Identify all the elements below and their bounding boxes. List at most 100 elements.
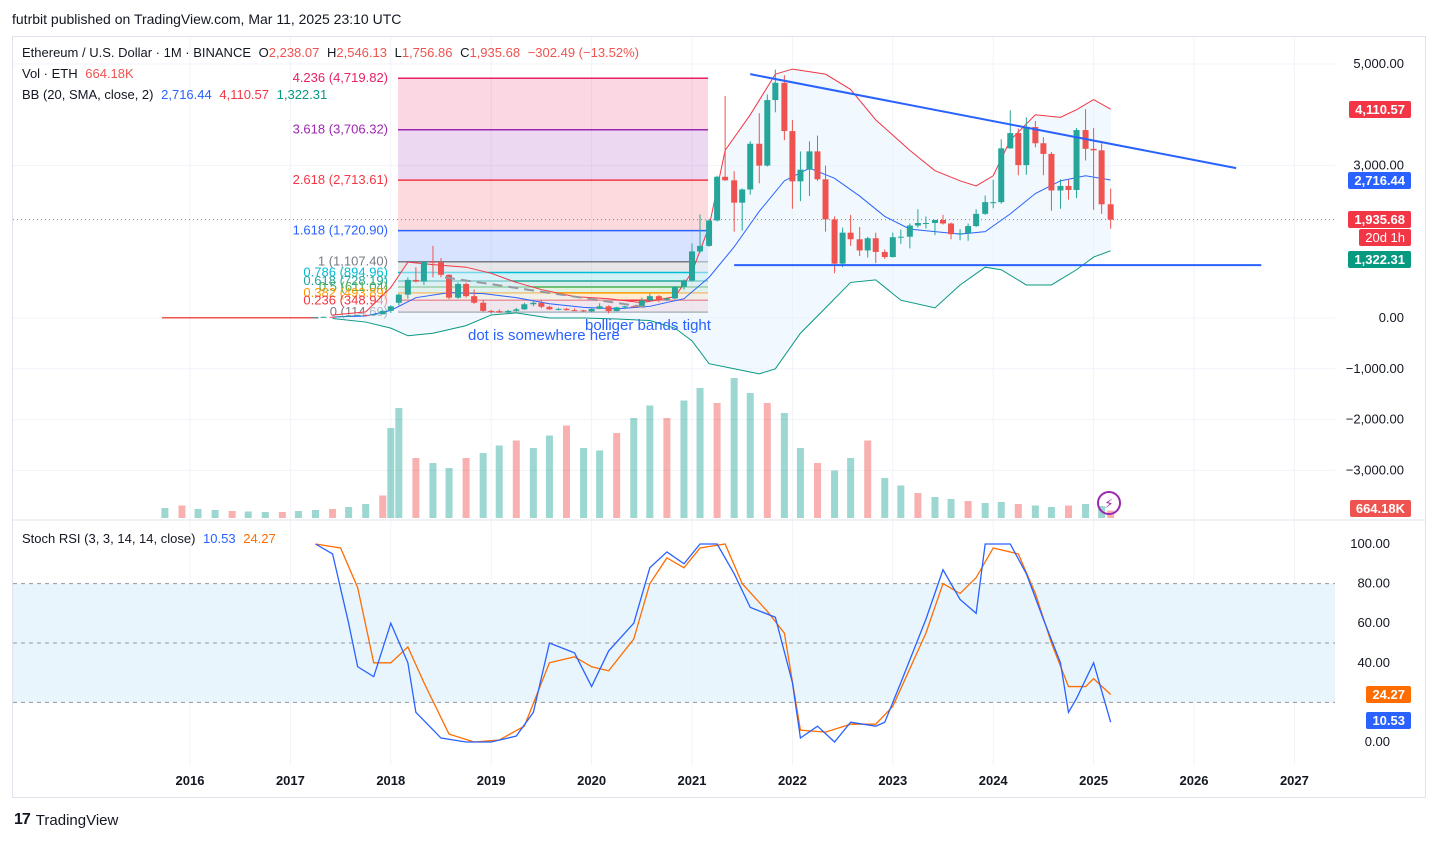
candle-body [789, 131, 796, 182]
volume-bar [596, 450, 604, 518]
candle-body [312, 317, 319, 319]
candle-body [513, 309, 520, 311]
candle-body [671, 286, 678, 299]
price-tick-label: −2,000.00 [1346, 412, 1404, 427]
fib-level-label: 3.618 (3,706.32) [293, 122, 388, 137]
candle-body [420, 261, 427, 282]
stoch-tick-label: 40.00 [1357, 655, 1390, 670]
stoch-tick-label: 80.00 [1357, 576, 1390, 591]
volume-bar [161, 508, 169, 518]
footer-brand[interactable]: 17 TradingView [14, 811, 118, 829]
volume-bar [897, 485, 905, 518]
countdown-badge: 20d 1h [1359, 229, 1411, 246]
change-value: −302.49 (−13.52%) [527, 45, 640, 60]
stoch-band-fill [13, 583, 1335, 703]
fib-level-label: 0.5 (611.04) [319, 279, 388, 294]
low-label: L [394, 45, 402, 60]
volume-bar [746, 393, 754, 518]
candle-body [1057, 185, 1064, 191]
candle-body [831, 219, 838, 264]
candle-body [856, 239, 863, 251]
volume-bar [580, 448, 588, 518]
price-tick-label: −1,000.00 [1346, 361, 1404, 376]
volume-bar [445, 468, 453, 518]
bb-label[interactable]: BB (20, SMA, close, 2) [22, 87, 154, 102]
candle-body [706, 220, 713, 246]
fib-level-label: 2.618 (2,713.61) [293, 172, 388, 187]
high-value: 2,546.13 [336, 45, 387, 60]
volume-bar [495, 445, 503, 518]
candle-body [521, 304, 528, 310]
candle-body [387, 306, 394, 311]
volume-bar [696, 388, 704, 518]
bb-band-fill [332, 69, 1111, 374]
candle-body [613, 307, 620, 312]
time-tick-label: 2024 [979, 773, 1009, 788]
bands-annotation: bolliger bands tight [585, 317, 712, 334]
bb-lower-badge: 1,322.31 [1348, 251, 1411, 268]
volume-bar [931, 497, 939, 518]
lightning-glyph: ⚡ [1104, 496, 1113, 511]
volume-bar [847, 458, 855, 518]
bb-legend: BB (20, SMA, close, 2) 2,716.44 4,110.57… [22, 87, 331, 102]
volume-bar [981, 503, 989, 518]
candle-body [864, 238, 871, 251]
volume-bar [1031, 505, 1039, 518]
trendline [750, 73, 1237, 170]
candle-body [914, 223, 921, 226]
candle-body [404, 279, 411, 295]
volume-bar [680, 400, 688, 518]
volume-bar [1065, 505, 1072, 518]
candle-body [806, 151, 813, 170]
candle-body [1032, 126, 1039, 144]
volume-bar [479, 453, 487, 518]
volume-bar [529, 448, 537, 518]
candle-body [931, 219, 938, 224]
stoch-label[interactable]: Stoch RSI (3, 3, 14, 14, close) [22, 531, 196, 546]
candle-body [839, 232, 846, 264]
candle-body [889, 237, 896, 258]
fib-level-label: 0.236 (348.94) [303, 292, 388, 307]
volume-bar [663, 418, 671, 518]
candle-body [772, 82, 779, 101]
candle-body [1015, 133, 1022, 166]
candle-body [714, 176, 721, 221]
candle-body [463, 283, 470, 297]
stoch-d-badge: 24.27 [1366, 686, 1411, 703]
volume-bar [395, 408, 403, 518]
volume-label[interactable]: Vol · ETH [22, 66, 78, 81]
volume-bar [379, 495, 387, 518]
candle-body [395, 294, 402, 303]
volume-bar [387, 428, 395, 518]
candle-body [872, 238, 879, 252]
volume-bar [997, 502, 1005, 518]
time-tick-label: 2020 [577, 773, 606, 788]
stoch-k-value: 10.53 [203, 531, 236, 546]
volume-bar [178, 505, 186, 518]
bb-basis-value: 2,716.44 [161, 87, 212, 102]
candle-body [881, 251, 888, 258]
candle-body [429, 261, 436, 263]
fib-zone [398, 180, 708, 231]
candle-body [906, 225, 913, 237]
symbol-label[interactable]: Ethereum / U.S. Dollar · 1M · BINANCE [22, 45, 251, 60]
candle-body [354, 314, 361, 316]
fib-zone [398, 281, 708, 287]
volume-bar [194, 509, 202, 518]
volume-bar [730, 378, 738, 518]
time-tick-label: 2023 [878, 773, 907, 788]
volume-bar [563, 425, 570, 518]
published-info: futrbit published on TradingView.com, Ma… [12, 11, 402, 27]
candle-body [379, 310, 386, 315]
open-value: 2,238.07 [268, 45, 320, 60]
candle-body [739, 189, 746, 203]
fib-zone [398, 261, 708, 273]
volume-bar [211, 510, 219, 518]
price-legend: Ethereum / U.S. Dollar · 1M · BINANCE O2… [22, 45, 643, 60]
candle-body [897, 236, 904, 238]
volume-bar [261, 512, 269, 518]
bb-upper-badge: 4,110.57 [1349, 101, 1411, 118]
candle-body [655, 296, 662, 300]
stoch-k-line [315, 543, 1112, 743]
